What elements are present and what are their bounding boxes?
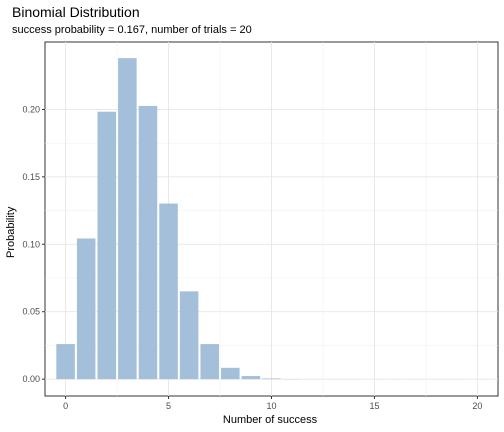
y-tick-label: 0.05 <box>22 307 40 317</box>
y-axis-ticks: 0.00 0.05 0.10 0.15 0.20 <box>22 104 45 384</box>
chart-subtitle: success probability = 0.167, number of t… <box>12 24 252 36</box>
bar <box>221 367 240 380</box>
x-tick-label: 20 <box>472 401 482 411</box>
bar <box>179 291 199 380</box>
bar <box>56 344 75 380</box>
x-tick-label: 5 <box>166 401 171 411</box>
y-tick-label: 0.00 <box>22 374 40 384</box>
bar <box>76 238 96 380</box>
bar <box>262 378 281 380</box>
x-axis-label: Number of success <box>222 414 318 426</box>
x-tick-label: 10 <box>266 401 276 411</box>
x-tick-label: 15 <box>369 401 379 411</box>
bar <box>241 376 261 380</box>
y-tick-label: 0.20 <box>22 104 40 114</box>
bar <box>118 58 137 380</box>
x-axis-ticks: 0 5 10 15 20 <box>63 396 482 411</box>
y-tick-label: 0.15 <box>22 172 40 182</box>
bar <box>97 111 117 380</box>
bar <box>159 203 178 380</box>
y-tick-label: 0.10 <box>22 239 40 249</box>
bars <box>56 58 487 380</box>
bar <box>138 105 158 380</box>
x-tick-label: 0 <box>63 401 68 411</box>
chart-title: Binomial Distribution <box>12 4 140 20</box>
bar <box>200 344 219 380</box>
